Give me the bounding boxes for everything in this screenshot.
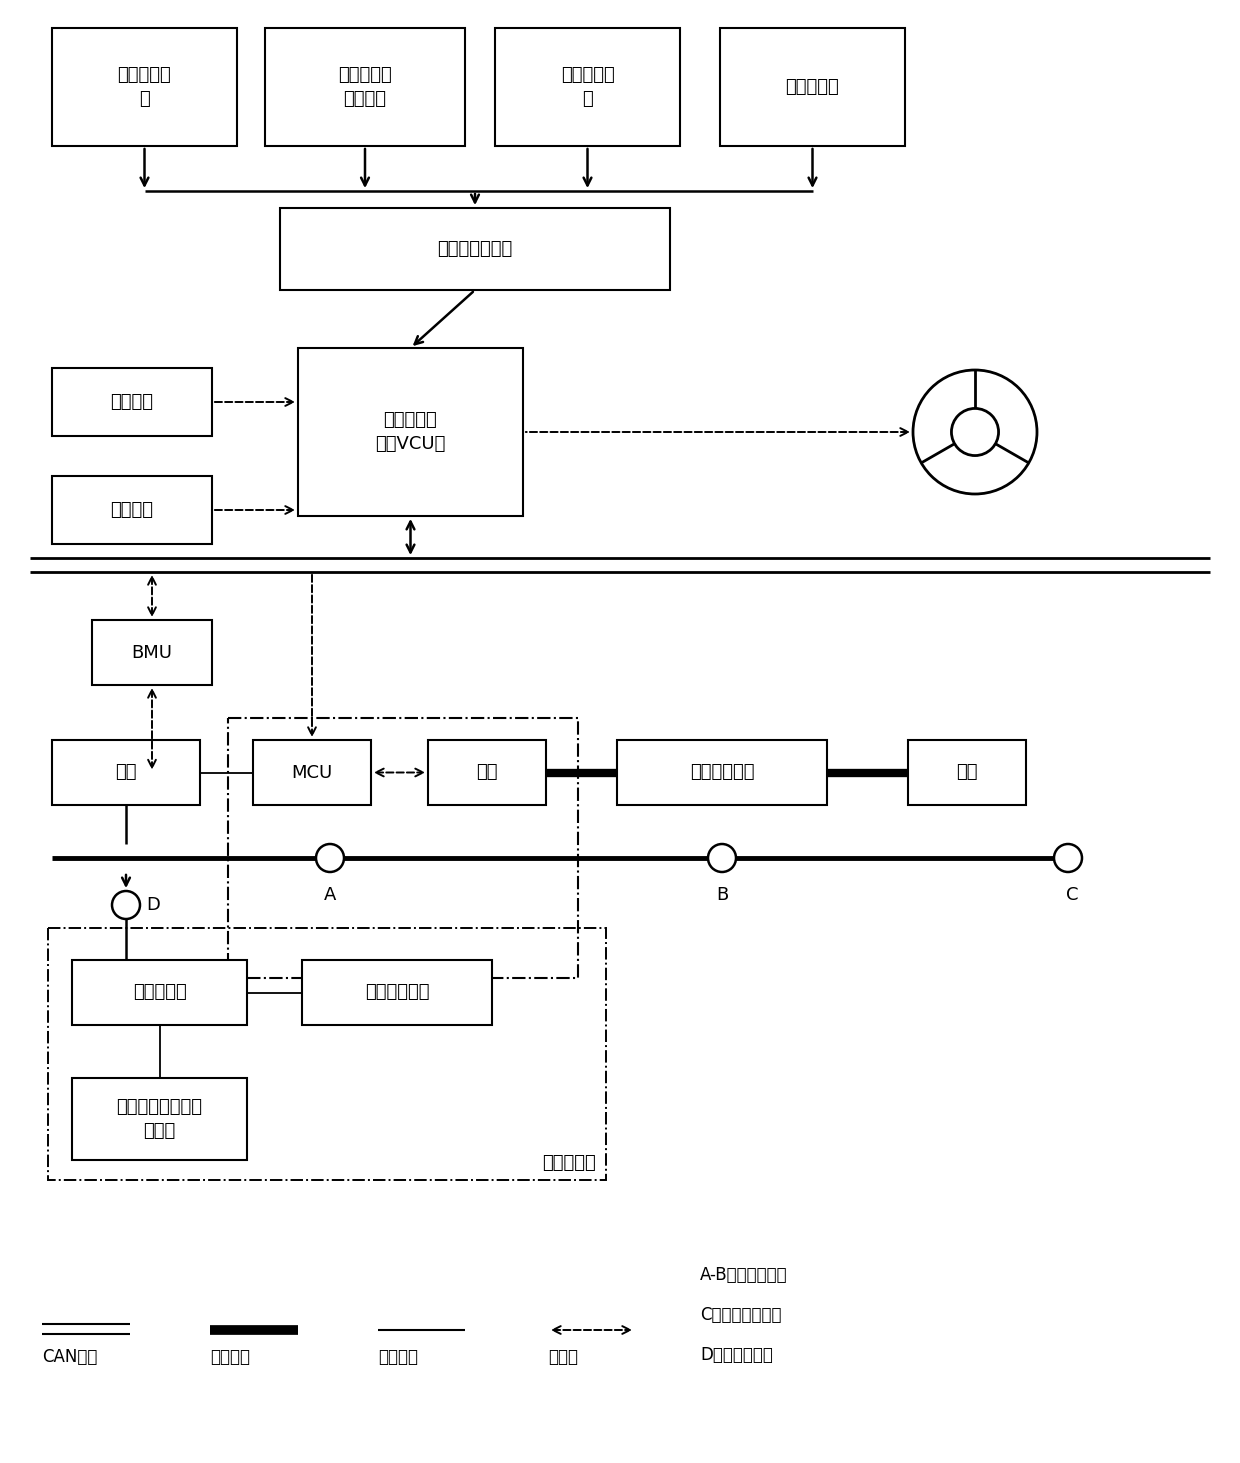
Text: 路径信息处理器: 路径信息处理器 <box>438 240 512 257</box>
Text: C: C <box>1065 887 1079 904</box>
FancyBboxPatch shape <box>280 208 670 290</box>
Text: 电池: 电池 <box>115 764 136 781</box>
Circle shape <box>317 846 342 870</box>
FancyBboxPatch shape <box>72 960 247 1026</box>
Text: 中央控制单
元（VCU）: 中央控制单 元（VCU） <box>376 411 445 454</box>
FancyBboxPatch shape <box>720 28 905 146</box>
Text: 电机: 电机 <box>476 764 497 781</box>
Text: 电池管理系
统: 电池管理系 统 <box>560 66 614 108</box>
Circle shape <box>1055 846 1080 870</box>
Text: 信号线: 信号线 <box>548 1347 578 1366</box>
Text: A: A <box>324 887 336 904</box>
Text: B: B <box>715 887 728 904</box>
FancyBboxPatch shape <box>428 740 546 805</box>
FancyBboxPatch shape <box>908 740 1025 805</box>
Text: 车载传感器: 车载传感器 <box>786 78 839 97</box>
Text: D：电附件能耗: D：电附件能耗 <box>701 1346 773 1364</box>
Text: D: D <box>146 895 160 914</box>
Text: 制动踏板: 制动踏板 <box>110 500 154 519</box>
FancyBboxPatch shape <box>52 740 200 805</box>
Text: 加速踏板: 加速踏板 <box>110 394 154 411</box>
Text: CAN总线: CAN总线 <box>42 1347 98 1366</box>
Text: 车灯、空调、冷却
液泵等: 车灯、空调、冷却 液泵等 <box>117 1099 202 1140</box>
FancyBboxPatch shape <box>92 620 212 685</box>
Text: A-B：传动系能耗: A-B：传动系能耗 <box>701 1265 787 1285</box>
Circle shape <box>709 846 734 870</box>
FancyBboxPatch shape <box>52 475 212 544</box>
Text: 辅助动力源: 辅助动力源 <box>133 983 186 1002</box>
FancyBboxPatch shape <box>495 28 680 146</box>
FancyBboxPatch shape <box>303 960 492 1026</box>
FancyBboxPatch shape <box>265 28 465 146</box>
Circle shape <box>114 892 139 917</box>
Text: BMU: BMU <box>131 644 172 661</box>
FancyBboxPatch shape <box>52 369 212 436</box>
Text: 动力转向系统: 动力转向系统 <box>365 983 429 1002</box>
Text: 车轮: 车轮 <box>956 764 978 781</box>
Text: 机械连接: 机械连接 <box>210 1347 250 1366</box>
Text: 电附件系统: 电附件系统 <box>542 1154 596 1172</box>
Text: MCU: MCU <box>291 764 332 781</box>
Text: 天气预报系
统: 天气预报系 统 <box>118 66 171 108</box>
FancyBboxPatch shape <box>52 28 237 146</box>
FancyBboxPatch shape <box>253 740 371 805</box>
FancyBboxPatch shape <box>298 348 523 516</box>
Text: 电气连接: 电气连接 <box>378 1347 418 1366</box>
FancyBboxPatch shape <box>72 1078 247 1160</box>
Text: 机械传动装置: 机械传动装置 <box>689 764 754 781</box>
FancyBboxPatch shape <box>618 740 827 805</box>
Text: C：行驶阻力能耗: C：行驶阻力能耗 <box>701 1306 781 1324</box>
Text: 车载地图和
导航系统: 车载地图和 导航系统 <box>339 66 392 108</box>
